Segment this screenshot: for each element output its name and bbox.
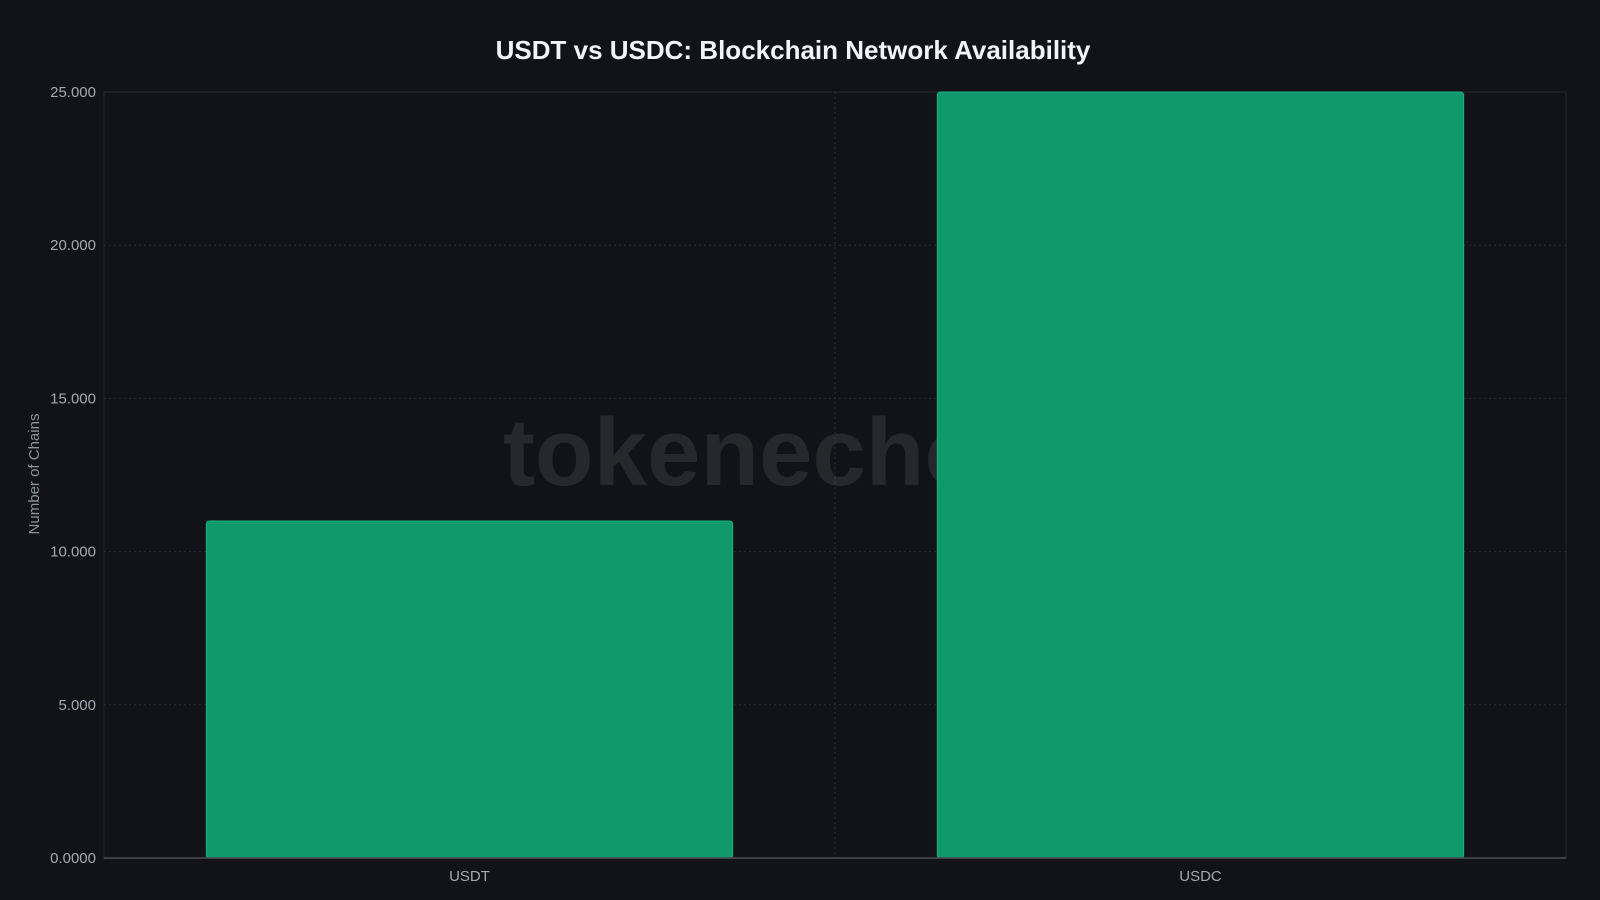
y-axis-title: Number of Chains <box>26 414 43 535</box>
y-tick-label: 25.000 <box>50 84 96 101</box>
y-tick-label: 10.000 <box>50 544 96 561</box>
plot-area: tokenecho.io 0.00005.00010.00015.00020.0… <box>50 84 1567 885</box>
y-tick-label: 5.000 <box>58 697 96 714</box>
x-tick-label: USDC <box>1179 868 1222 885</box>
y-tick-label: 20.000 <box>50 237 96 254</box>
bars <box>205 91 1465 859</box>
axes: 0.0000 5.000 10.000 15.000 20.000 25.000 USDT U… <box>50 84 1566 885</box>
x-tick-label: USDT <box>449 868 490 885</box>
y-tick-label: 0.0000 <box>50 850 96 867</box>
y-tick-label: 15.000 <box>50 390 96 407</box>
bar-usdc <box>936 91 1465 859</box>
bar-usdt <box>205 520 734 859</box>
chart-title: USDT vs USDC: Blockchain Network Availab… <box>496 35 1091 65</box>
